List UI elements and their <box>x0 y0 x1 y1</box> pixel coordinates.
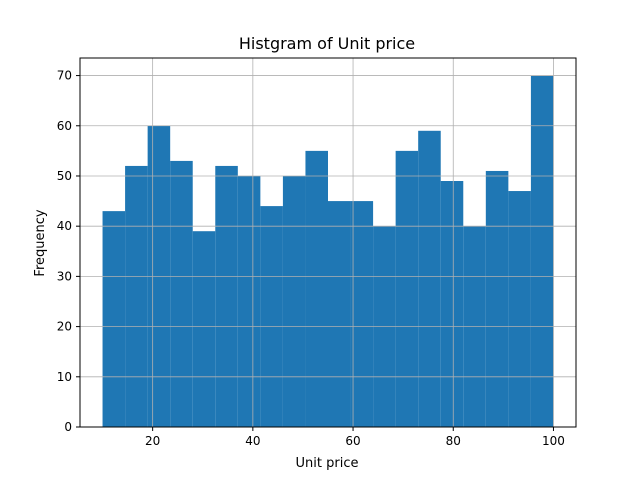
x-axis-label: Unit price <box>296 456 359 471</box>
histogram-bar <box>192 231 216 427</box>
y-tick-label: 50 <box>57 169 72 183</box>
x-tick-label: 60 <box>345 434 360 448</box>
x-tick-label: 100 <box>542 434 565 448</box>
y-tick-label: 30 <box>57 269 72 283</box>
histogram-bar <box>237 175 261 427</box>
y-tick-label: 0 <box>64 420 72 434</box>
histogram-bar <box>440 181 464 427</box>
histogram-bar <box>530 75 554 428</box>
y-tick-label: 20 <box>57 320 72 334</box>
x-tick-label: 20 <box>145 434 160 448</box>
y-tick-label: 10 <box>57 370 72 384</box>
histogram-bar <box>102 211 126 427</box>
histogram-bar <box>395 150 419 427</box>
histogram-bar <box>305 150 328 427</box>
x-tick-label: 40 <box>245 434 260 448</box>
y-tick-label: 70 <box>57 69 72 83</box>
histogram-bar <box>508 191 531 427</box>
histogram-bar <box>215 165 238 427</box>
y-tick-label: 40 <box>57 219 72 233</box>
grid-lines <box>80 58 576 428</box>
y-tick-label: 60 <box>57 119 72 133</box>
histogram-bar <box>418 130 441 428</box>
x-axis-ticks: 20 40 60 80 100 <box>145 427 565 448</box>
histogram-bar <box>170 160 193 427</box>
chart-title: Histgram of Unit price <box>239 34 415 53</box>
histogram-bar <box>260 206 283 427</box>
histogram-bar <box>125 165 148 427</box>
histogram-bar <box>282 175 306 427</box>
plot-frame <box>79 57 577 428</box>
x-tick-label: 80 <box>446 434 461 448</box>
y-axis-ticks: 0 10 20 30 40 50 60 70 <box>57 69 80 434</box>
histogram-bar <box>328 201 351 427</box>
y-axis-label: Frequency <box>33 209 48 276</box>
histogram-bar <box>485 170 509 428</box>
histogram-bar <box>350 201 374 427</box>
